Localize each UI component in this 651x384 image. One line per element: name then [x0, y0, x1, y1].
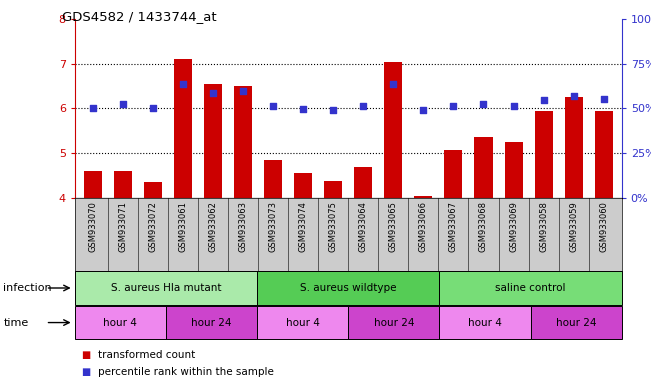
- Bar: [564, 97, 583, 198]
- Point: [358, 103, 368, 109]
- Text: ■: ■: [81, 350, 90, 360]
- Text: GSM933062: GSM933062: [208, 202, 217, 252]
- Bar: [505, 142, 523, 198]
- Text: GSM933075: GSM933075: [329, 202, 338, 252]
- Text: GSM933074: GSM933074: [299, 202, 308, 252]
- Text: GSM933067: GSM933067: [449, 202, 458, 252]
- Bar: [75, 306, 166, 339]
- Text: GSM933072: GSM933072: [148, 202, 158, 252]
- Point: [568, 93, 579, 99]
- Bar: [84, 171, 102, 198]
- Text: transformed count: transformed count: [98, 350, 195, 360]
- Bar: [234, 86, 252, 198]
- Point: [148, 106, 158, 112]
- Bar: [294, 173, 312, 198]
- Point: [538, 96, 549, 103]
- Point: [118, 101, 128, 107]
- Point: [388, 81, 398, 87]
- Text: GSM933069: GSM933069: [509, 202, 518, 252]
- Bar: [439, 271, 622, 305]
- Point: [418, 107, 428, 113]
- Bar: [264, 160, 282, 198]
- Bar: [348, 306, 439, 339]
- Text: time: time: [3, 318, 29, 328]
- Text: GSM933070: GSM933070: [89, 202, 98, 252]
- Text: GSM933063: GSM933063: [239, 202, 247, 252]
- Bar: [166, 306, 257, 339]
- Text: GSM933061: GSM933061: [178, 202, 187, 252]
- Text: GSM933058: GSM933058: [539, 202, 548, 252]
- Bar: [594, 111, 613, 198]
- Bar: [384, 61, 402, 198]
- Text: saline control: saline control: [495, 283, 566, 293]
- Bar: [531, 306, 622, 339]
- Point: [88, 106, 98, 112]
- Point: [208, 90, 218, 96]
- Point: [178, 81, 188, 87]
- Text: S. aureus Hla mutant: S. aureus Hla mutant: [111, 283, 221, 293]
- Text: hour 4: hour 4: [104, 318, 137, 328]
- Text: GSM933071: GSM933071: [118, 202, 128, 252]
- Text: GSM933064: GSM933064: [359, 202, 368, 252]
- Text: GDS4582 / 1433744_at: GDS4582 / 1433744_at: [62, 10, 217, 23]
- Bar: [354, 167, 372, 198]
- Text: hour 24: hour 24: [374, 318, 414, 328]
- Point: [449, 103, 459, 109]
- Bar: [475, 137, 493, 198]
- Point: [508, 103, 519, 109]
- Text: GSM933073: GSM933073: [269, 202, 278, 252]
- Bar: [324, 181, 342, 198]
- Text: GSM933060: GSM933060: [599, 202, 608, 252]
- Point: [268, 103, 279, 109]
- Text: S. aureus wildtype: S. aureus wildtype: [300, 283, 396, 293]
- Bar: [415, 195, 432, 198]
- Point: [598, 96, 609, 102]
- Bar: [534, 111, 553, 198]
- Text: GSM933066: GSM933066: [419, 202, 428, 252]
- Point: [238, 88, 248, 94]
- Text: hour 24: hour 24: [556, 318, 596, 328]
- Point: [328, 107, 339, 113]
- Point: [298, 106, 309, 113]
- Point: [478, 101, 489, 107]
- Text: GSM933059: GSM933059: [569, 202, 578, 252]
- Text: GSM933068: GSM933068: [479, 202, 488, 252]
- Bar: [204, 84, 222, 198]
- Text: hour 24: hour 24: [191, 318, 232, 328]
- Bar: [257, 306, 348, 339]
- Text: GSM933065: GSM933065: [389, 202, 398, 252]
- Text: hour 4: hour 4: [286, 318, 320, 328]
- Bar: [114, 171, 132, 198]
- Bar: [445, 149, 462, 198]
- Text: ■: ■: [81, 367, 90, 377]
- Bar: [144, 182, 162, 198]
- Bar: [75, 271, 257, 305]
- Bar: [174, 60, 192, 198]
- Text: infection: infection: [3, 283, 52, 293]
- Bar: [439, 306, 531, 339]
- Bar: [257, 271, 439, 305]
- Text: hour 4: hour 4: [468, 318, 502, 328]
- Text: percentile rank within the sample: percentile rank within the sample: [98, 367, 273, 377]
